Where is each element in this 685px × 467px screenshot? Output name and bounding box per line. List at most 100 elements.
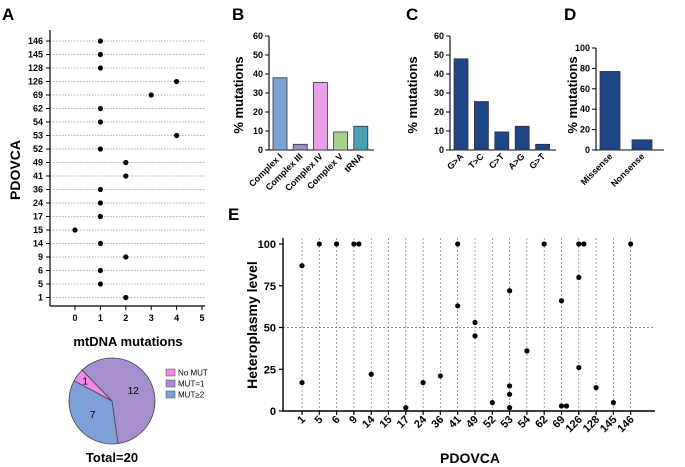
panel-a-dot-plot: 1461451281266962545352494136241715149651…	[7, 30, 205, 349]
panel-c-bar	[535, 143, 550, 151]
panel-a-y-tick-label: 41	[33, 171, 43, 181]
pie-slices	[68, 357, 156, 445]
panel-e-x-tick-label: 6	[330, 414, 343, 427]
panel-e-x-tick-label: 17	[395, 414, 412, 431]
panel-e-point	[628, 241, 634, 247]
panel-e-y-tick-label: 100	[258, 239, 276, 251]
panel-a-point	[97, 105, 103, 112]
panel-e-point	[316, 241, 322, 247]
pie-legend-label: MUT=1	[178, 380, 205, 389]
panel-e-point	[581, 241, 587, 247]
panel-c-bar	[453, 58, 469, 151]
panel-c-bar	[494, 131, 510, 151]
panel-a-point	[72, 227, 78, 233]
panel-e-x-tick-label: 1	[295, 414, 308, 427]
panel-b-y-tick-label: 0	[258, 145, 263, 155]
panel-a-y-tick-label: 1	[38, 293, 43, 303]
panel-b-category-label: tRNA	[342, 151, 365, 174]
panel-a-y-tick-label: 54	[33, 117, 43, 127]
panel-a-y-tick-label: 36	[33, 185, 43, 195]
panel-a-y-tick-label: 15	[33, 225, 43, 235]
panel-a-x-tick-label: 1	[98, 313, 103, 323]
panel-e-point	[356, 241, 362, 247]
panel-c-y-tick-label: 0	[439, 145, 444, 155]
panel-a-point	[123, 173, 129, 179]
panel-a-x-tick-label: 4	[174, 313, 179, 323]
panel-b-y-tick-label: 20	[253, 107, 263, 117]
panel-b-y-tick-label: 40	[253, 69, 263, 79]
panel-e-point	[541, 241, 547, 247]
panel-c-y-axis-label: % mutations	[405, 56, 420, 133]
panel-e-y-tick-label: 0	[270, 406, 276, 418]
panel-a-y-tick-label: 9	[38, 252, 43, 262]
pie-slice-value: 7	[90, 410, 96, 421]
panel-e-x-tick-label: 52	[481, 414, 498, 431]
panel-e-point	[576, 274, 582, 280]
panel-b-y-tick-label: 50	[253, 50, 263, 60]
pie-legend-swatch	[165, 390, 176, 399]
panel-a-y-tick-label: 53	[33, 131, 43, 141]
pie-legend-label: No MUT	[178, 369, 208, 378]
panel-c-y-tick-label: 30	[434, 88, 444, 98]
panel-d-y-tick-label: 80	[580, 63, 590, 73]
panel-b-bar	[333, 131, 349, 151]
panel-d-y-tick-label: 60	[580, 84, 590, 94]
panel-d-category-label: Nonsense	[609, 151, 646, 188]
panel-e-letter: E	[228, 205, 239, 224]
panel-e-x-tick-label: 15	[377, 414, 394, 431]
panel-b-bar	[353, 125, 369, 151]
panel-c-category-label: C>T	[487, 151, 507, 171]
panel-e-x-tick-label: 5	[313, 414, 326, 427]
panel-a-y-tick-label: 17	[33, 212, 43, 222]
panel-a-point	[97, 281, 103, 287]
panel-e-point	[558, 403, 565, 409]
panel-a-x-tick-label: 2	[123, 313, 128, 323]
panel-b-y-tick-label: 30	[253, 88, 263, 98]
panel-a-y-tick-label: 6	[38, 266, 43, 276]
panel-d-bar	[631, 139, 653, 151]
panel-e-point	[351, 241, 357, 247]
panel-d-y-tick-label: 20	[580, 125, 590, 135]
panel-a-point	[97, 213, 103, 220]
panel-c-y-tick-label: 60	[434, 31, 444, 41]
mutation-count-pie: 1 12 7 Total=20 No MUT MUT=1 MUT≥2	[68, 357, 208, 465]
panel-c-category-label: A>G	[506, 151, 526, 171]
panel-a-y-tick-label: 24	[33, 198, 43, 208]
panel-e-y-tick-labels: 0 25 50 75 100	[258, 239, 283, 418]
panel-e-point	[472, 319, 478, 326]
pie-legend-swatch	[165, 379, 176, 388]
panel-a-point	[123, 254, 129, 260]
panel-b-bar	[292, 143, 308, 151]
panel-e-point	[507, 383, 513, 389]
panel-b-bar	[312, 82, 328, 151]
panel-a-y-tick-label: 146	[28, 36, 43, 46]
panel-d-bar	[599, 71, 621, 151]
panel-e-y-tick-label: 50	[264, 323, 276, 335]
panel-e-point	[420, 380, 426, 386]
panel-a-point	[174, 132, 180, 139]
panel-a-point	[97, 65, 103, 71]
panel-c-bar	[473, 101, 489, 151]
panel-e-points	[299, 241, 634, 411]
panel-a-point	[97, 146, 103, 152]
panel-a-point	[97, 119, 103, 125]
panel-e-point	[403, 405, 409, 411]
panel-e-x-axis-label: PDOVCA	[440, 450, 500, 466]
panel-a-x-tick-labels: 0 1 2 3 4 5	[72, 306, 205, 323]
panel-e-point	[455, 303, 461, 309]
panel-d-y-tick-label: 100	[575, 43, 590, 53]
panel-e-point	[334, 241, 340, 247]
panel-e-point	[593, 385, 599, 391]
panel-c-y-tick-label: 40	[434, 69, 444, 79]
panel-a-point	[148, 92, 154, 98]
panel-a-x-tick-label: 5	[199, 313, 204, 323]
panel-c-letter: C	[406, 5, 418, 24]
panel-a-y-tick-label: 14	[33, 239, 43, 249]
panel-e-point	[455, 241, 461, 247]
pie-legend-swatch	[165, 368, 176, 377]
panel-a-x-tick-label: 3	[149, 313, 154, 323]
panel-d-y-tick-label: 40	[580, 104, 590, 114]
